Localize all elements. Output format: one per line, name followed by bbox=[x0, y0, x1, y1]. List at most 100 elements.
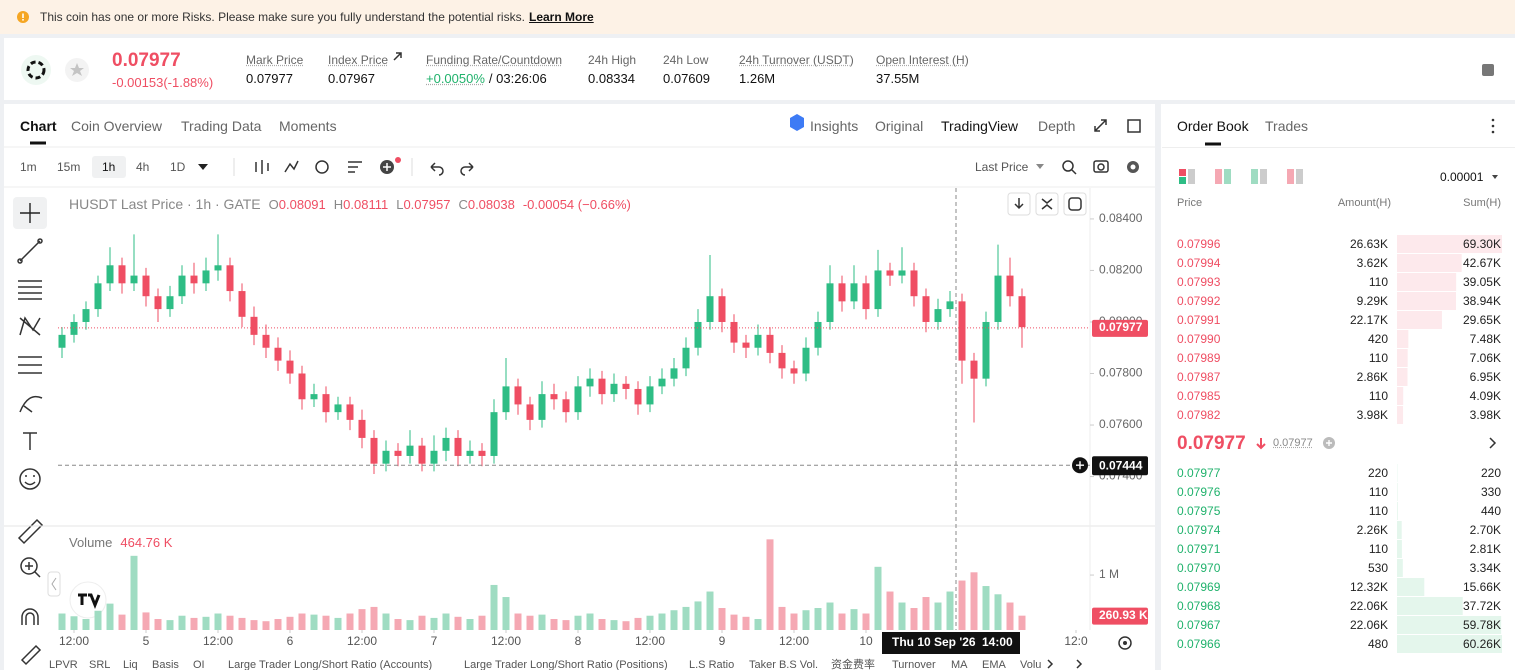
view-tab[interactable]: Depth bbox=[1038, 118, 1076, 134]
candle-body bbox=[1006, 275, 1014, 297]
tab[interactable]: Coin Overview bbox=[71, 118, 163, 134]
indicator-tab[interactable]: Large Trader Long/Short Ratio (Positions… bbox=[464, 659, 668, 670]
ob-tab[interactable]: Order Book bbox=[1177, 118, 1249, 134]
volume-bar bbox=[298, 613, 306, 630]
candle-body bbox=[118, 265, 126, 284]
symbol: HUSDT Last Price · 1h · GATE bbox=[69, 196, 261, 212]
volume-bar bbox=[850, 609, 858, 630]
indicator-tab[interactable]: LPVR bbox=[49, 659, 78, 670]
ob-price: 0.07968 bbox=[1177, 599, 1221, 613]
volume-bar bbox=[286, 616, 294, 630]
indicator-tab[interactable]: Basis bbox=[152, 659, 179, 670]
ob-price: 0.07970 bbox=[1177, 561, 1221, 575]
candle-body bbox=[214, 265, 222, 271]
volume-bar bbox=[394, 619, 402, 630]
last-price-box bbox=[1092, 319, 1148, 337]
candle-body bbox=[646, 386, 654, 405]
interval[interactable]: 1m bbox=[20, 160, 37, 174]
ob-price: 0.07992 bbox=[1177, 294, 1221, 308]
interval[interactable]: 1h bbox=[102, 160, 116, 174]
indicator-tab[interactable]: L.S Ratio bbox=[689, 659, 735, 670]
candle-body bbox=[58, 334, 66, 348]
volume-bar bbox=[562, 620, 570, 630]
candle-body bbox=[226, 265, 234, 292]
candle-body bbox=[238, 291, 246, 317]
candle-body bbox=[922, 296, 930, 322]
interval[interactable]: 4h bbox=[136, 160, 150, 174]
interval[interactable]: 1D bbox=[170, 160, 186, 174]
crosshair-price-label: 0.07444 bbox=[1099, 458, 1143, 472]
volume-bar bbox=[826, 602, 834, 630]
stat-value: +0.0050%/ 03:26:06 bbox=[426, 69, 547, 89]
ob-sum: 7.48K bbox=[1469, 332, 1501, 346]
volume-bar bbox=[682, 606, 690, 630]
volume-bar bbox=[142, 612, 150, 630]
price-type[interactable]: Last Price bbox=[975, 160, 1029, 174]
icons bbox=[4, 11, 1515, 669]
indicator-tab[interactable]: MA bbox=[951, 659, 968, 670]
candle-body bbox=[1018, 296, 1026, 328]
volume-bar bbox=[466, 619, 474, 630]
volume-bar bbox=[322, 615, 330, 630]
indicator-tab[interactable]: Large Trader Long/Short Ratio (Accounts) bbox=[228, 659, 433, 670]
x-tick-label: 12:00 bbox=[59, 634, 89, 648]
candle-body bbox=[958, 301, 966, 361]
risk-banner bbox=[0, 0, 1515, 34]
volume-bar bbox=[658, 613, 666, 630]
crosshair-add-plus bbox=[1076, 461, 1084, 470]
stat-label: 24h Low bbox=[663, 53, 709, 67]
candle-body bbox=[826, 283, 834, 322]
ob-sum: 38.94K bbox=[1462, 294, 1501, 308]
volume-bar bbox=[382, 613, 390, 630]
ob-price: 0.07967 bbox=[1177, 618, 1221, 632]
view-tab[interactable]: TradingView bbox=[941, 118, 1019, 134]
candle-body bbox=[154, 296, 162, 310]
ob-amount: 110 bbox=[1368, 389, 1388, 403]
indicator-tab[interactable]: Volu bbox=[1020, 659, 1042, 670]
candle-body bbox=[814, 321, 822, 348]
view-tab[interactable]: Insights bbox=[810, 118, 859, 134]
candle-body bbox=[526, 404, 534, 420]
stat-label: Mark Price bbox=[246, 53, 304, 67]
tab[interactable]: Chart bbox=[20, 118, 57, 134]
volume-bar bbox=[310, 614, 318, 630]
indicator-tab[interactable]: SRL bbox=[89, 659, 111, 670]
volume-bar bbox=[886, 591, 894, 630]
depth-bar bbox=[1397, 540, 1402, 558]
ob-sum: 42.67K bbox=[1462, 256, 1501, 270]
volume-bar bbox=[346, 613, 354, 630]
volume-bar bbox=[970, 572, 978, 630]
view-tab[interactable]: Original bbox=[875, 118, 924, 134]
indicator-tab[interactable]: OI bbox=[193, 659, 205, 670]
interval[interactable]: 15m bbox=[57, 160, 81, 174]
indicator-tab[interactable]: 资金费率 bbox=[831, 659, 875, 670]
ob-amount: 530 bbox=[1367, 561, 1388, 575]
candle-body bbox=[934, 309, 942, 322]
ob-sum: 39.05K bbox=[1462, 275, 1501, 289]
ticker-panel bbox=[4, 38, 1515, 100]
tab[interactable]: Moments bbox=[279, 118, 337, 134]
volume-bar bbox=[166, 620, 174, 630]
indicator-tab[interactable]: EMA bbox=[982, 659, 1006, 670]
x-tick-label: 5 bbox=[143, 634, 150, 648]
indicator-tab[interactable]: Turnover bbox=[892, 659, 936, 670]
depth-bar bbox=[1397, 483, 1398, 501]
ob-tab[interactable]: Trades bbox=[1265, 118, 1309, 134]
tab[interactable]: Trading Data bbox=[181, 118, 262, 134]
volume-bar bbox=[118, 614, 126, 630]
candle-body bbox=[598, 378, 606, 395]
precision[interactable]: 0.00001 bbox=[1440, 170, 1484, 184]
indicator-tab[interactable]: Liq bbox=[123, 659, 138, 670]
price-change: -0.00153(-1.88%) bbox=[112, 75, 214, 90]
candle-body bbox=[334, 404, 342, 413]
ob-price: 0.07991 bbox=[1177, 313, 1221, 327]
candle-body bbox=[658, 378, 666, 387]
candle-body bbox=[310, 394, 318, 400]
candle-body bbox=[682, 347, 690, 369]
indicator-tab[interactable]: Taker B.S Vol. bbox=[749, 659, 819, 670]
stat-label: Index Price bbox=[328, 53, 389, 67]
volume-bar bbox=[190, 617, 198, 630]
learn-more[interactable]: Learn More bbox=[529, 10, 594, 24]
depth-bar bbox=[1397, 635, 1502, 653]
candle-body bbox=[142, 275, 150, 297]
